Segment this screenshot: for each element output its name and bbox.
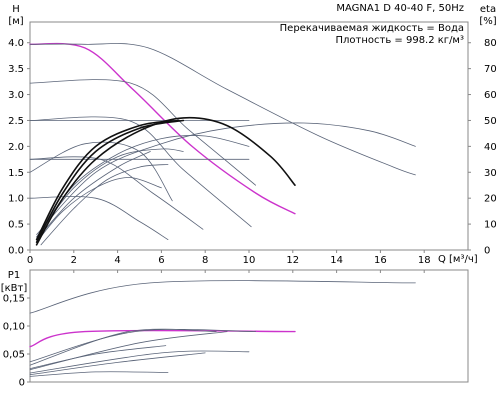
eta-tick-label: 10 (484, 220, 497, 231)
power-curve-0 (29, 329, 296, 348)
power-curve-2 (29, 328, 256, 363)
flow-axis-unit: [м³/ч] (449, 254, 478, 265)
x-tick-label: 4 (114, 255, 120, 266)
x-tick-label: 12 (286, 255, 299, 266)
x-tick-labels: 0 2 4 6 8 10 12 14 16 18 (27, 250, 431, 273)
power-axis-unit: [кВт] (1, 283, 28, 294)
eta-tick-label: 40 (484, 142, 497, 153)
eta-tick-label: 30 (484, 168, 497, 179)
x-tick-label: 8 (202, 255, 208, 266)
x-tick-label: 2 (71, 255, 77, 266)
head-tick-label: 1.0 (8, 194, 24, 205)
head-tick-label: 4.0 (8, 38, 24, 49)
x-tick-label: 14 (330, 255, 343, 266)
eta-tick-label: 0 (484, 246, 490, 257)
head-tick-label: 2.5 (8, 116, 24, 127)
head-eta-curves (29, 42, 416, 246)
power-tick-label: 0,10 (3, 322, 25, 333)
eta-curve-16 (35, 119, 185, 243)
x-tick-label: 18 (418, 255, 431, 266)
density-info: Плотность = 998.2 кг/м³ (336, 35, 465, 46)
power-curve-7 (29, 371, 169, 377)
head-tick-label: 3.0 (8, 90, 24, 101)
power-curve-3 (29, 328, 217, 366)
eta-tick-label: 20 (484, 194, 497, 205)
fluid-info: Перекачиваемая жидкость = Вода (280, 23, 464, 34)
eta-curve-13 (36, 151, 151, 240)
head-tick-label: 3.5 (8, 64, 24, 75)
eta-tick-label: 60 (484, 90, 497, 101)
power-curve-1 (29, 280, 416, 314)
x-tick-label: 0 (27, 255, 33, 266)
head-curve-3 (29, 116, 252, 228)
eta-tick-labels: 0 10 20 30 40 50 60 70 80 (468, 38, 497, 257)
eta-curve-9 (36, 122, 416, 235)
head-tick-label: 1.5 (8, 168, 24, 179)
x-tick-label: 6 (158, 255, 164, 266)
power-tick-label: 0 (19, 378, 25, 389)
head-plot-frame (29, 21, 469, 251)
x-tick-label: 10 (243, 255, 256, 266)
head-tick-label: 0.0 (8, 246, 24, 257)
power-curve-4 (29, 331, 228, 371)
eta-curve-17 (35, 119, 180, 241)
power-axis-name: P1 (8, 270, 20, 281)
eta-curve-15 (35, 116, 296, 246)
eta-axis-name: eta (480, 4, 496, 15)
head-curve-2 (29, 79, 256, 186)
head-curve-0 (29, 42, 296, 215)
eta-curve-12 (40, 164, 169, 246)
power-tick-labels: 0 0,05 0,10 0,15 (3, 294, 30, 389)
head-tick-label: 0.5 (8, 220, 24, 231)
eta-tick-label: 70 (484, 64, 497, 75)
head-axis-name: H (12, 4, 20, 15)
eta-axis-unit: [%] (479, 16, 496, 27)
power-tick-label: 0,15 (3, 294, 25, 305)
eta-tick-label: 50 (484, 116, 497, 127)
pump-model-title: MAGNA1 D 40-40 F, 50Hz (336, 3, 464, 14)
power-curves (29, 280, 416, 377)
power-tick-label: 0,05 (3, 350, 25, 361)
eta-curve-14 (36, 177, 162, 243)
x-tick-label: 16 (374, 255, 387, 266)
power-curve-6 (29, 352, 206, 376)
head-curve-1 (29, 43, 416, 176)
head-axis-unit: [м] (8, 16, 23, 27)
eta-curve-11 (36, 148, 184, 238)
flow-axis-title: Q [м³/ч] (438, 254, 478, 265)
head-tick-labels: 0.0 0.5 1.0 1.5 2.0 2.5 3.0 3.5 4.0 (8, 38, 30, 257)
head-tick-label: 2.0 (8, 142, 24, 153)
eta-tick-label: 80 (484, 38, 497, 49)
power-curve-8 (29, 345, 167, 369)
head-curve-6 (29, 141, 173, 202)
power-curve-5 (29, 350, 250, 374)
flow-axis-name: Q (438, 254, 446, 265)
